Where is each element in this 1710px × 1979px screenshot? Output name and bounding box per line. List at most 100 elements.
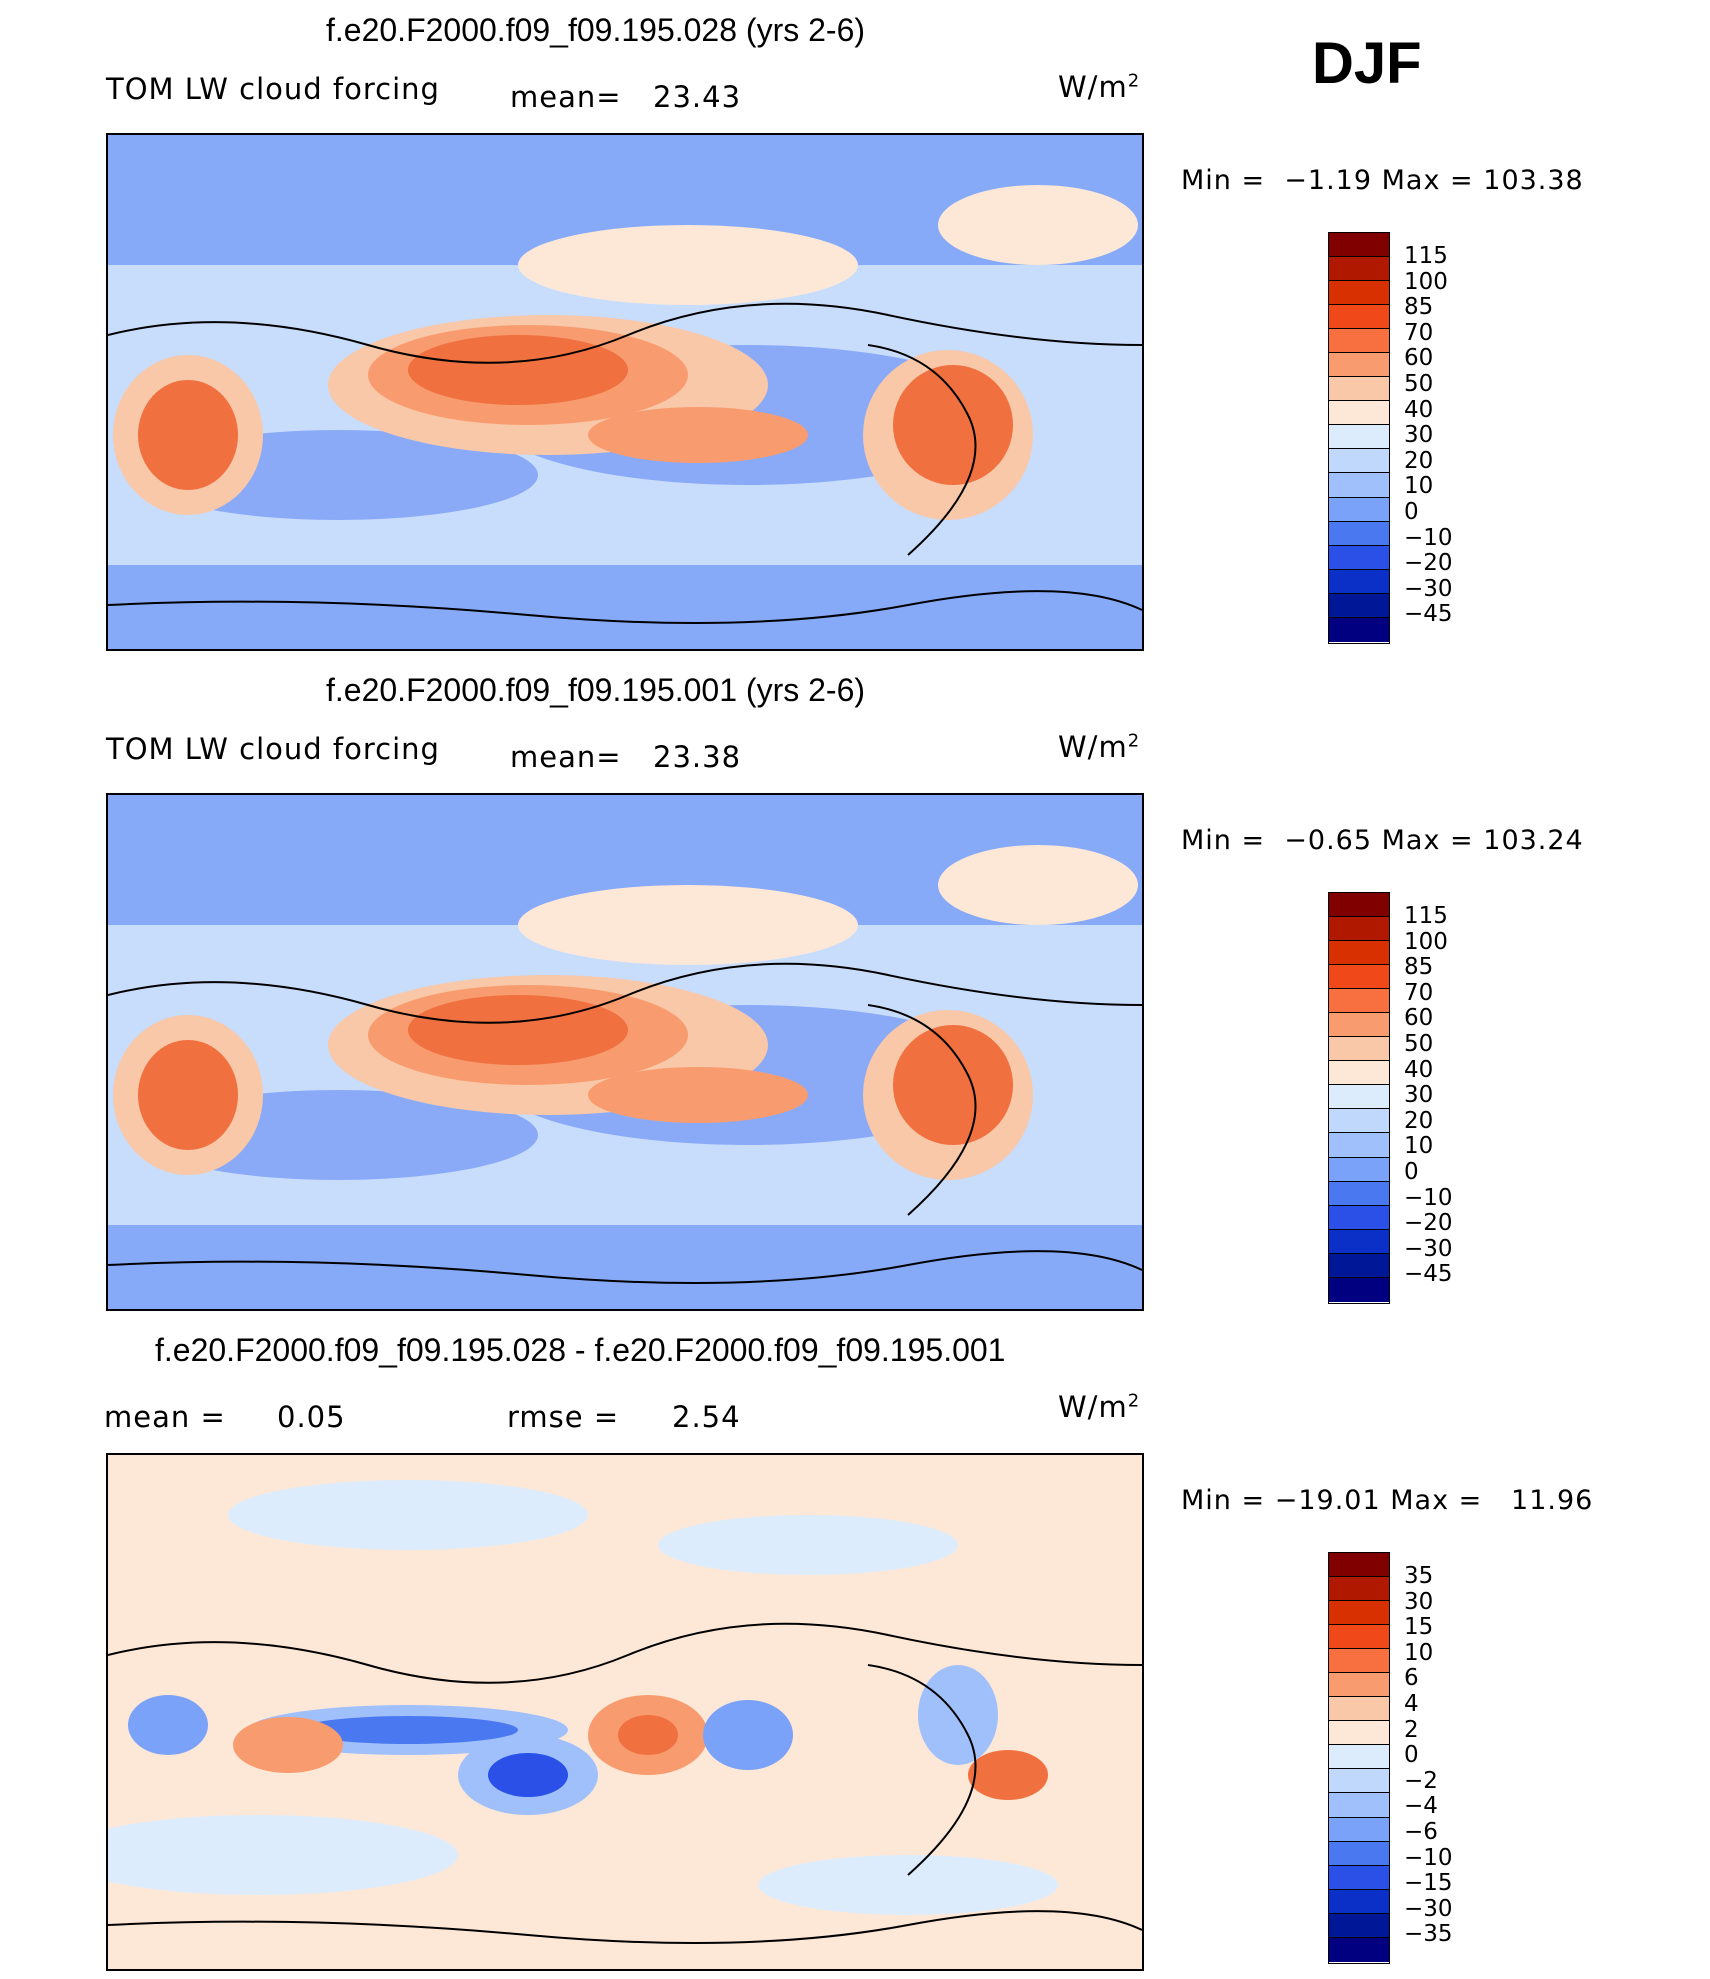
panel1-title: f.e20.F2000.f09_f09.195.028 (yrs 2-6) <box>326 12 866 48</box>
colorbar-tick-label: 85 <box>1404 294 1434 321</box>
colorbar-tick-label: 50 <box>1404 1030 1434 1057</box>
colorbar-tick-label: 100 <box>1404 268 1448 295</box>
colorbar-swatch <box>1329 401 1389 426</box>
colorbar-tick-label: −45 <box>1404 601 1453 628</box>
colorbar-swatch <box>1329 1793 1389 1818</box>
colorbar-tick-label: 60 <box>1404 1005 1434 1032</box>
panel1-map-svg <box>108 135 1142 649</box>
colorbar-tick-label: 0 <box>1404 498 1419 525</box>
season-label: DJF <box>1312 31 1422 96</box>
colorbar-tick-label: 35 <box>1404 1563 1434 1589</box>
colorbar-tick-label: 70 <box>1404 319 1434 346</box>
colorbar-tick-label: 30 <box>1404 1082 1434 1109</box>
colorbar-swatch <box>1329 593 1389 618</box>
panel1-colorbar-labels: 115 100 85 70 60 50 40 30 20 10 0 −10 −20 −30 −45 <box>1404 243 1453 628</box>
colorbar-tick-label: 40 <box>1404 396 1434 423</box>
colorbar-tick-label: 15 <box>1404 1614 1434 1641</box>
panel1-minmax: Min = −1.19 Max = 103.38 <box>1181 165 1584 196</box>
panel3-mean-label: mean = <box>104 1400 226 1434</box>
panel2-title: f.e20.F2000.f09_f09.195.001 (yrs 2-6) <box>326 672 866 708</box>
colorbar-tick-label: 70 <box>1404 979 1434 1006</box>
colorbar-swatch <box>1329 329 1389 354</box>
colorbar-swatch <box>1329 1577 1389 1602</box>
panel2-colorbar-labels: 115 100 85 70 60 50 40 30 20 10 0 −10 −20 −30 −45 <box>1404 903 1453 1288</box>
colorbar-swatch <box>1329 1625 1389 1650</box>
colorbar-swatch <box>1329 521 1389 546</box>
colorbar-tick-label: 6 <box>1404 1665 1419 1692</box>
panel3-colorbar-labels: 35 30 15 10 6 4 2 0 −2 −4 −6 −10 −15 −30 −35 <box>1404 1563 1453 1948</box>
colorbar-tick-label: 30 <box>1404 422 1434 449</box>
colorbar-tick-label: 2 <box>1404 1716 1419 1743</box>
colorbar-swatch <box>1329 1181 1389 1206</box>
colorbar-swatch <box>1329 1205 1389 1230</box>
colorbar-swatch <box>1329 473 1389 498</box>
colorbar-swatch <box>1329 377 1389 402</box>
colorbar-swatch <box>1329 1721 1389 1746</box>
colorbar-swatch <box>1329 893 1389 918</box>
colorbar-swatch <box>1329 353 1389 378</box>
colorbar-swatch <box>1329 1601 1389 1626</box>
colorbar-swatch <box>1329 425 1389 450</box>
colorbar-swatch <box>1329 569 1389 594</box>
panel3-title: f.e20.F2000.f09_f09.195.028 - f.e20.F200… <box>155 1332 1006 1368</box>
panel2-units: W/m2 <box>1058 730 1141 764</box>
colorbar-swatch <box>1329 1253 1389 1278</box>
panel3-mean-value: 0.05 <box>277 1400 346 1434</box>
colorbar-swatch <box>1329 1229 1389 1254</box>
colorbar-swatch <box>1329 1913 1389 1938</box>
panel1-units: W/m2 <box>1058 70 1141 104</box>
colorbar-swatch <box>1329 1673 1389 1698</box>
colorbar-tick-label: 85 <box>1404 954 1434 981</box>
panel1-colorbar <box>1328 232 1390 644</box>
colorbar-swatch <box>1329 989 1389 1014</box>
colorbar-swatch <box>1329 1937 1389 1962</box>
colorbar-swatch <box>1329 1745 1389 1770</box>
colorbar-swatch <box>1329 941 1389 966</box>
colorbar-swatch <box>1329 1061 1389 1086</box>
colorbar-tick-label: 115 <box>1404 243 1448 269</box>
colorbar-swatch <box>1329 233 1389 258</box>
colorbar-swatch <box>1329 1649 1389 1674</box>
colorbar-tick-label: 0 <box>1404 1158 1419 1185</box>
panel2-map-svg <box>108 795 1142 1309</box>
colorbar-swatch <box>1329 1133 1389 1158</box>
colorbar-tick-label: −15 <box>1404 1870 1453 1897</box>
colorbar-tick-label: −2 <box>1404 1767 1438 1794</box>
colorbar-tick-label: −30 <box>1404 575 1453 602</box>
colorbar-swatch <box>1329 1109 1389 1134</box>
colorbar-swatch <box>1329 1841 1389 1866</box>
colorbar-swatch <box>1329 1817 1389 1842</box>
colorbar-swatch <box>1329 617 1389 642</box>
colorbar-swatch <box>1329 281 1389 306</box>
colorbar-swatch <box>1329 1889 1389 1914</box>
colorbar-tick-label: 60 <box>1404 345 1434 372</box>
panel1-mean-label: mean= <box>510 80 622 114</box>
panel2-colorbar <box>1328 892 1390 1304</box>
panel3-rmse-label: rmse = <box>507 1400 620 1434</box>
colorbar-swatch <box>1329 917 1389 942</box>
panel1-variable: TOM LW cloud forcing <box>106 72 440 106</box>
colorbar-swatch <box>1329 305 1389 330</box>
colorbar-swatch <box>1329 1865 1389 1890</box>
colorbar-tick-label: 50 <box>1404 370 1434 397</box>
colorbar-tick-label: −6 <box>1404 1818 1438 1845</box>
panel3-colorbar <box>1328 1552 1390 1964</box>
colorbar-swatch <box>1329 449 1389 474</box>
colorbar-swatch <box>1329 1037 1389 1062</box>
colorbar-tick-label: 4 <box>1404 1690 1419 1717</box>
colorbar-tick-label: 20 <box>1404 1107 1434 1134</box>
colorbar-swatch <box>1329 1553 1389 1578</box>
colorbar-tick-label: 0 <box>1404 1742 1419 1769</box>
panel2-variable: TOM LW cloud forcing <box>106 732 440 766</box>
colorbar-swatch <box>1329 545 1389 570</box>
colorbar-tick-label: −4 <box>1404 1793 1438 1820</box>
panel3-map-svg <box>108 1455 1142 1969</box>
colorbar-swatch <box>1329 965 1389 990</box>
colorbar-tick-label: 100 <box>1404 928 1448 955</box>
colorbar-tick-label: 10 <box>1404 473 1434 500</box>
colorbar-tick-label: −10 <box>1404 524 1453 551</box>
colorbar-tick-label: 115 <box>1404 903 1448 929</box>
panel1-mean-value: 23.43 <box>653 80 742 114</box>
colorbar-swatch <box>1329 257 1389 282</box>
panel2-minmax: Min = −0.65 Max = 103.24 <box>1181 825 1584 856</box>
